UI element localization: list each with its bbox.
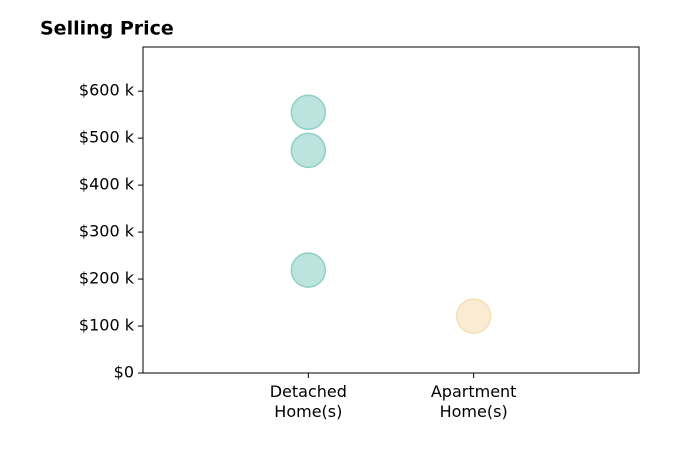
point [290,252,327,288]
y-tick-label: $200 k [79,269,135,288]
point [290,132,327,169]
chart-title: Selling Price [40,18,174,40]
y-tick-label: $600 k [79,81,135,100]
x-tick-label: Detached Home(s) [269,382,347,421]
plot-frame [142,46,640,374]
point [455,298,492,334]
y-tick-label: $300 k [79,222,135,241]
y-tick-label: $500 k [79,128,135,147]
point [290,94,327,131]
x-tick-label: Apartment Home(s) [430,382,517,421]
y-tick-label: $400 k [79,175,135,194]
y-tick-label: $0 [114,363,134,382]
y-tick-label: $100 k [79,316,135,335]
